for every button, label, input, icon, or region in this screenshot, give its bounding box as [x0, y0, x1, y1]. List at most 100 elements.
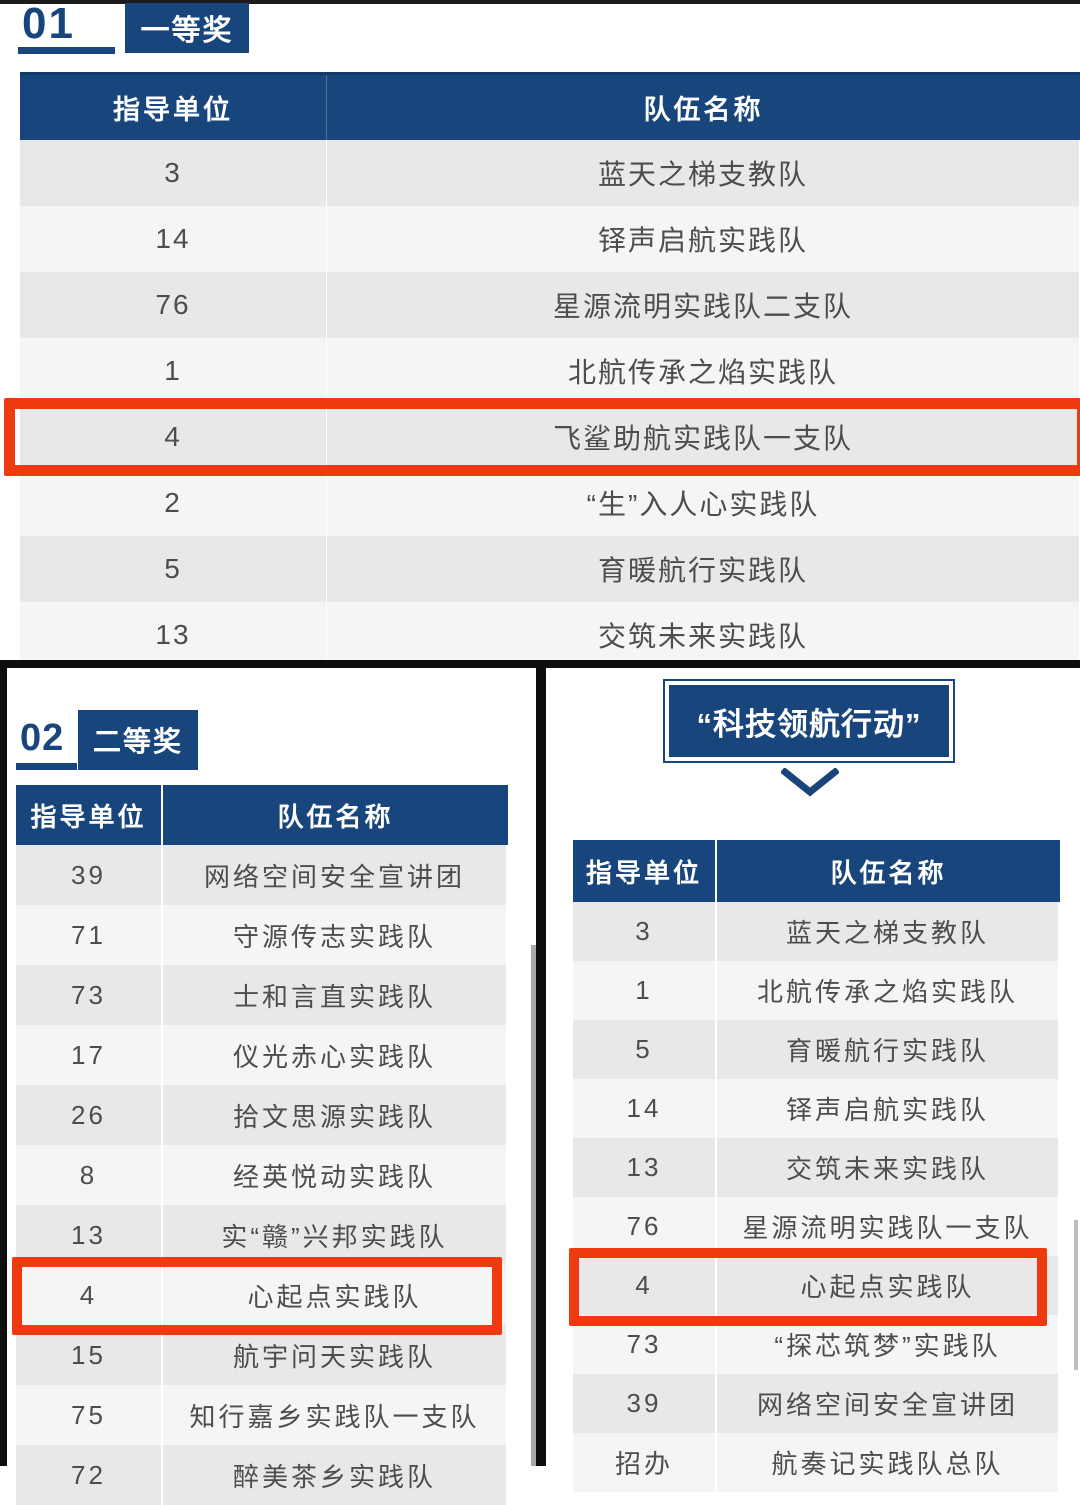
table-row: 73 士和言直实践队: [16, 965, 508, 1025]
scrollbar-thumb[interactable]: [1074, 1220, 1078, 1370]
table-row: 5 育暖航行实践队: [573, 1020, 1060, 1079]
top-edge-strip: [0, 0, 1080, 4]
table-header-row: 指导单位 队伍名称: [573, 840, 1060, 902]
scrollbar-thumb[interactable]: [531, 945, 537, 1466]
guiding-unit-cell: 76: [573, 1197, 717, 1256]
guiding-unit-cell: 1: [573, 961, 717, 1020]
highlight-box-second-prize: [12, 1257, 502, 1335]
guiding-unit-cell: 3: [20, 140, 327, 206]
team-name-cell: 网络空间安全宣讲团: [717, 1374, 1060, 1433]
team-name-cell: 星源流明实践队一支队: [717, 1197, 1060, 1256]
table-row: 13 交筑未来实践队: [573, 1138, 1060, 1197]
team-name-cell: 实“赣”兴邦实践队: [163, 1205, 508, 1265]
section-number-02: 02: [20, 717, 65, 759]
table-row: 39 网络空间安全宣讲团: [573, 1374, 1060, 1433]
table-row: 13 交筑未来实践队: [20, 602, 1080, 668]
table-row: 招办 航奏记实践队总队: [573, 1433, 1060, 1492]
guiding-unit-cell: 39: [573, 1374, 717, 1433]
team-name-cell: 育暖航行实践队: [717, 1020, 1060, 1079]
team-name-cell: 北航传承之焰实践队: [717, 961, 1060, 1020]
left-edge-border: [0, 660, 7, 1466]
first-prize-badge: 一等奖: [125, 3, 249, 53]
team-name-cell: 仪光赤心实践队: [163, 1025, 508, 1085]
table-row: 76 星源流明实践队一支队: [573, 1197, 1060, 1256]
section-01-underline: [18, 47, 115, 54]
section-02-underline: [16, 763, 77, 770]
team-name-cell: 航宇问天实践队: [163, 1325, 508, 1385]
guiding-unit-cell: 13: [573, 1138, 717, 1197]
guiding-unit-cell: 4: [20, 404, 327, 470]
guiding-unit-cell: 72: [16, 1445, 163, 1505]
tech-pilot-table: 指导单位 队伍名称 3 蓝天之梯支教队 1 北航传承之焰实践队 5 育暖航行实践队 14 铎声…: [573, 840, 1060, 1492]
header-guiding-unit: 指导单位: [16, 785, 163, 845]
table-row: 2 “生”入人心实践队: [20, 470, 1080, 536]
table-row: 39 网络空间安全宣讲团: [16, 845, 508, 905]
guiding-unit-cell: 13: [16, 1205, 163, 1265]
team-name-cell: 星源流明实践队二支队: [327, 272, 1080, 338]
team-name-cell: 铎声启航实践队: [327, 206, 1080, 272]
guiding-unit-cell: 75: [16, 1385, 163, 1445]
guiding-unit-cell: 4: [16, 1265, 163, 1325]
guiding-unit-cell: 8: [16, 1145, 163, 1205]
section-number-01: 01: [22, 0, 75, 48]
table-row: 3 蓝天之梯支教队: [573, 902, 1060, 961]
guiding-unit-cell: 76: [20, 272, 327, 338]
table-row: 14 铎声启航实践队: [573, 1079, 1060, 1138]
table-row: 3 蓝天之梯支教队: [20, 140, 1080, 206]
second-prize-table: 指导单位 队伍名称 39 网络空间安全宣讲团 71 守源传志实践队 73 士和言直实践队 1…: [16, 785, 508, 1505]
table-row: 1 北航传承之焰实践队: [573, 961, 1060, 1020]
team-name-cell: 心起点实践队: [163, 1265, 508, 1325]
team-name-cell: 心起点实践队: [717, 1256, 1060, 1315]
table-row: 13 实“赣”兴邦实践队: [16, 1205, 508, 1265]
chevron-down-icon: [781, 768, 839, 797]
table-row: 5 育暖航行实践队: [20, 536, 1080, 602]
table-row: 72 醉美茶乡实践队: [16, 1445, 508, 1505]
guiding-unit-cell: 5: [573, 1020, 717, 1079]
team-name-cell: “生”入人心实践队: [327, 470, 1080, 536]
guiding-unit-cell: 招办: [573, 1433, 717, 1492]
table-row: 8 经英悦动实践队: [16, 1145, 508, 1205]
table-header-row: 指导单位 队伍名称: [20, 72, 1080, 140]
header-team-name: 队伍名称: [277, 801, 394, 832]
first-prize-table: 指导单位 队伍名称 3 蓝天之梯支教队 14 铎声启航实践队 76 星源流明实践队二支队 1…: [20, 72, 1080, 668]
guiding-unit-cell: 39: [16, 845, 163, 905]
header-guiding-unit: 指导单位: [573, 840, 717, 902]
team-name-cell: 蓝天之梯支教队: [327, 140, 1080, 206]
guiding-unit-cell: 4: [573, 1256, 717, 1315]
table-row: 14 铎声启航实践队: [20, 206, 1080, 272]
guiding-unit-cell: 13: [20, 602, 327, 668]
table-row: 4 飞鲨助航实践队一支队: [20, 404, 1080, 470]
table-row: 76 星源流明实践队二支队: [20, 272, 1080, 338]
team-name-cell: 铎声启航实践队: [717, 1079, 1060, 1138]
table-row: 4 心起点实践队: [16, 1265, 508, 1325]
guiding-unit-cell: 5: [20, 536, 327, 602]
guiding-unit-cell: 26: [16, 1085, 163, 1145]
team-name-cell: 经英悦动实践队: [163, 1145, 508, 1205]
team-name-cell: 知行嘉乡实践队一支队: [163, 1385, 508, 1445]
team-name-cell: 醉美茶乡实践队: [163, 1445, 508, 1505]
table-body: 3 蓝天之梯支教队 1 北航传承之焰实践队 5 育暖航行实践队 14 铎声启航实践队 13 交筑未…: [573, 902, 1060, 1492]
second-prize-badge: 二等奖: [78, 710, 198, 770]
tech-pilot-badge-label: “科技领航行动”: [669, 685, 949, 757]
table-row: 1 北航传承之焰实践队: [20, 338, 1080, 404]
table-body: 3 蓝天之梯支教队 14 铎声启航实践队 76 星源流明实践队二支队 1 北航传承之焰实践队 4…: [20, 140, 1080, 668]
guiding-unit-cell: 1: [20, 338, 327, 404]
team-name-cell: 交筑未来实践队: [327, 602, 1080, 668]
guiding-unit-cell: 14: [573, 1079, 717, 1138]
team-name-cell: 北航传承之焰实践队: [327, 338, 1080, 404]
table-row: 17 仪光赤心实践队: [16, 1025, 508, 1085]
team-name-cell: 士和言直实践队: [163, 965, 508, 1025]
table-row: 4 心起点实践队: [573, 1256, 1060, 1315]
team-name-cell: 交筑未来实践队: [717, 1138, 1060, 1197]
guiding-unit-cell: 15: [16, 1325, 163, 1385]
team-name-cell: 守源传志实践队: [163, 905, 508, 965]
guiding-unit-cell: 14: [20, 206, 327, 272]
highlight-box-first-prize: [4, 398, 1080, 476]
header-team-name: 队伍名称: [830, 857, 947, 888]
table-row: 75 知行嘉乡实践队一支队: [16, 1385, 508, 1445]
team-name-cell: 飞鲨助航实践队一支队: [327, 404, 1080, 470]
team-name-cell: 网络空间安全宣讲团: [163, 845, 508, 905]
header-team-name: 队伍名称: [643, 95, 764, 125]
tech-pilot-badge: “科技领航行动”: [663, 679, 955, 763]
guiding-unit-cell: 2: [20, 470, 327, 536]
